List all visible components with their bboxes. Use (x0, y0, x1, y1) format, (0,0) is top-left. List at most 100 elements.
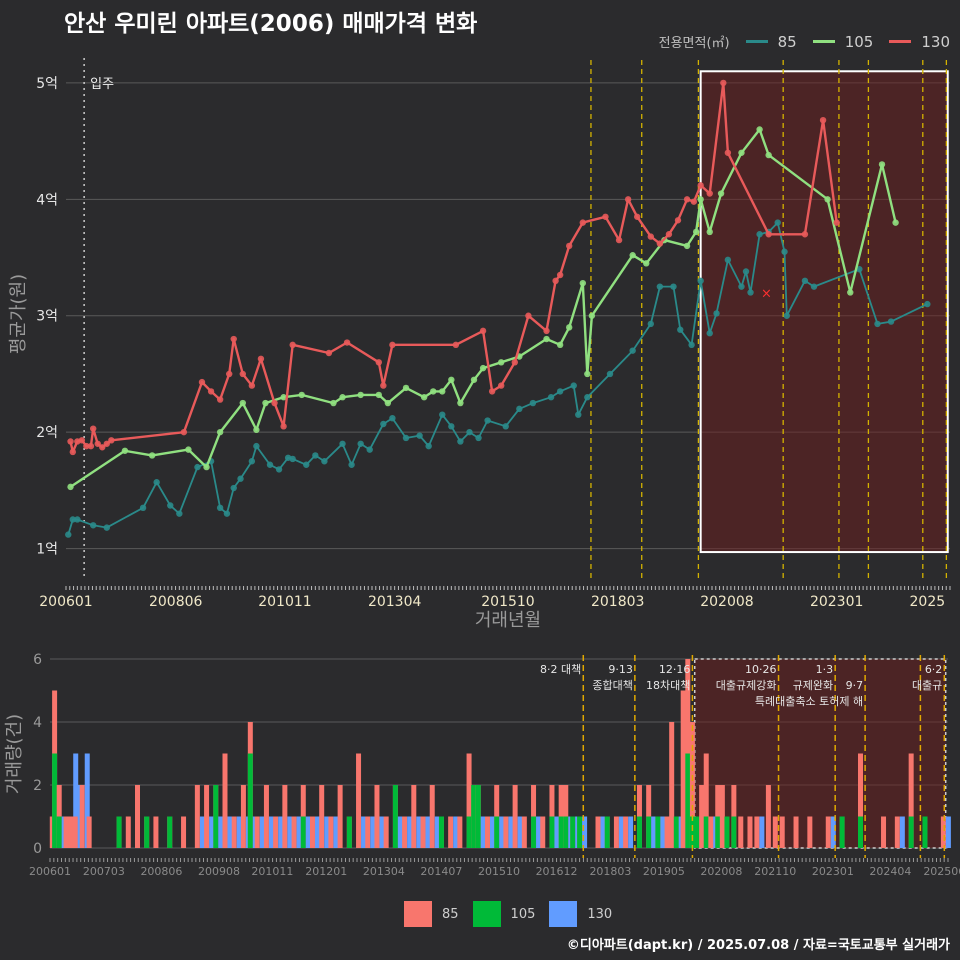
bar-105 (604, 816, 610, 848)
bar-130 (600, 816, 606, 848)
series-point-85 (475, 434, 482, 442)
bar-85 (708, 816, 714, 848)
bar-85 (484, 816, 490, 848)
bar-85 (222, 753, 228, 848)
series-point-105 (697, 196, 704, 203)
price-xtick-label: 201510 (481, 594, 534, 610)
series-point-85 (801, 277, 809, 285)
series-point-105 (566, 324, 573, 331)
volume-ytick-label: 0 (33, 841, 42, 857)
price-ytick-label: 4억 (36, 192, 58, 208)
bar-85 (719, 785, 725, 848)
volume-xtick-label: 201905 (643, 865, 685, 878)
price-ytick-label: 2억 (36, 425, 58, 441)
bar-105 (144, 816, 150, 848)
volume-xtick-label: 202008 (700, 865, 742, 878)
bar-105 (247, 753, 253, 848)
bar-130 (278, 816, 284, 848)
series-point-130 (239, 370, 246, 378)
series-point-85 (713, 310, 720, 317)
price-xtick-label: 200806 (149, 594, 203, 610)
series-point-105 (765, 151, 772, 159)
series-point-85 (321, 458, 328, 465)
series-point-105 (430, 388, 437, 395)
series-point-130 (697, 182, 704, 189)
bar-85 (411, 785, 417, 848)
series-point-85 (484, 417, 491, 424)
series-point-85 (466, 428, 473, 436)
series-point-85 (275, 466, 283, 473)
series-point-85 (389, 414, 396, 422)
policy-label: 대출규제강화 (716, 679, 777, 692)
series-point-130 (289, 341, 296, 349)
series-point-105 (756, 126, 763, 133)
series-point-85 (266, 461, 274, 468)
bar-105 (646, 816, 652, 848)
series-point-85 (575, 411, 582, 418)
series-point-105 (339, 394, 346, 401)
bar-85 (807, 816, 813, 848)
bar-85 (699, 785, 705, 848)
series-point-130 (325, 349, 333, 357)
legend-box-85 (404, 901, 432, 927)
bar-85 (858, 753, 864, 848)
volume-xtick-label: 200601 (29, 865, 71, 878)
bar-85 (68, 816, 74, 848)
series-point-85 (69, 516, 77, 523)
volume-xtick-label: 201304 (363, 865, 405, 878)
series-point-85 (629, 347, 636, 354)
policy-label: 6·2 (925, 663, 943, 676)
bar-130 (425, 816, 431, 848)
series-point-130 (720, 79, 727, 87)
series-point-105 (543, 335, 550, 343)
series-point-130 (78, 437, 86, 444)
bar-130 (397, 816, 403, 848)
series-point-105 (470, 376, 478, 383)
series-point-105 (239, 399, 246, 407)
bar-85 (134, 785, 140, 848)
legend-item-105: 105 (472, 901, 535, 927)
bar-105 (724, 816, 730, 848)
series-point-130 (271, 399, 278, 407)
series-point-105 (203, 463, 210, 471)
bar-105 (908, 816, 914, 848)
legend-label-130: 130 (921, 32, 950, 51)
policy-label: 8·2 대책 (540, 663, 581, 676)
series-point-85 (688, 341, 695, 349)
series-point-130 (488, 388, 496, 395)
bar-85 (664, 816, 670, 848)
bar-105 (52, 753, 58, 848)
series-point-130 (180, 428, 188, 436)
bar-85 (63, 816, 69, 848)
series-point-85 (65, 531, 72, 538)
series-point-105 (692, 228, 700, 236)
policy-label: 대출규 (912, 679, 942, 692)
series-point-130 (67, 438, 74, 445)
series-point-85 (606, 370, 614, 378)
series-point-85 (747, 289, 754, 296)
bar-130 (499, 816, 505, 848)
price-ytick-label: 1억 (36, 542, 58, 558)
bar-105 (392, 785, 398, 848)
bar-85 (429, 785, 435, 848)
series-point-130 (103, 440, 111, 447)
bar-130 (453, 816, 459, 848)
bar-130 (416, 816, 422, 848)
policy-label: 9·13 (608, 663, 633, 676)
series-point-85 (706, 330, 713, 337)
price-xtick-label: 202301 (810, 594, 863, 610)
volume-xtick-label: 201510 (478, 865, 520, 878)
price-xtick-label: 201803 (591, 594, 644, 610)
series-point-130 (83, 442, 90, 450)
series-point-130 (833, 219, 840, 226)
series-point-105 (584, 370, 591, 378)
series-point-130 (819, 116, 827, 124)
legend-item-85: 85 (404, 901, 459, 927)
policy-label: 특례대출축소 토허제 해 (755, 694, 863, 708)
series-point-105 (878, 161, 886, 168)
series-point-130 (556, 271, 564, 279)
policy-label: 1·3 (816, 663, 834, 676)
series-point-130 (99, 444, 106, 451)
bar-85 (194, 785, 200, 848)
bar-85 (881, 816, 887, 848)
